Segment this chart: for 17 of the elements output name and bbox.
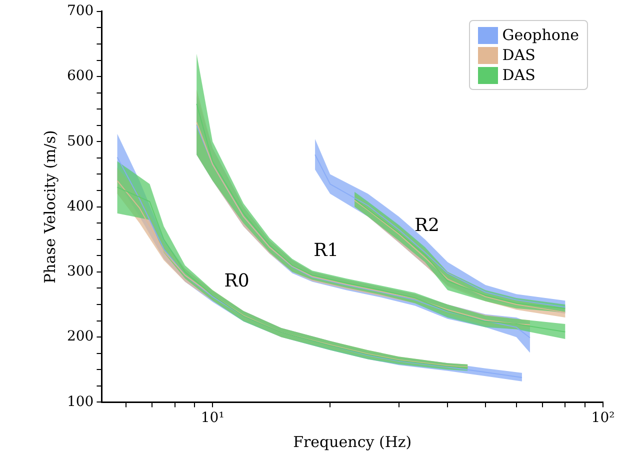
y-tick-label: 700 — [66, 3, 94, 20]
y-axis-title: Phase Velocity (m/s) — [40, 130, 59, 284]
annotation: R0 — [224, 270, 250, 292]
y-tick-label: 600 — [66, 68, 94, 84]
y-tick-label: 100 — [66, 394, 94, 410]
x-tick-label: 10¹ — [200, 410, 224, 426]
y-tick-label: 500 — [66, 133, 94, 150]
legend-label: Geophone — [502, 25, 579, 45]
x-axis-title: Frequency (Hz) — [293, 432, 412, 451]
annotation: R2 — [414, 215, 440, 236]
y-tick-label: 200 — [66, 328, 94, 345]
y-tick-label: 400 — [66, 198, 94, 214]
y-tick-label: 300 — [66, 264, 94, 280]
annotation: R1 — [314, 240, 339, 261]
x-tick-label: 10² — [591, 410, 615, 426]
legend-label: DAS — [502, 65, 536, 85]
legend-label: DAS — [502, 45, 536, 65]
